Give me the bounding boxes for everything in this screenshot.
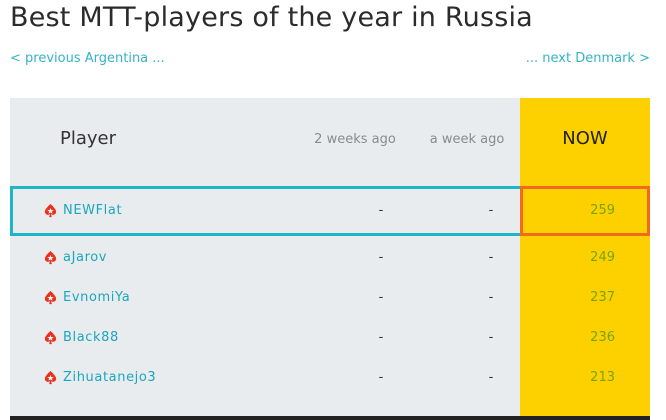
now-cell-highlight: [520, 186, 650, 236]
ranking-table: Player 2 weeks ago a week ago NOW NEWFla…: [10, 98, 650, 420]
cell-a-week-ago: -: [488, 290, 494, 305]
header-player: Player: [60, 128, 117, 149]
cell-two-weeks-ago: -: [378, 330, 384, 345]
player-name-link[interactable]: EvnomiYa: [63, 290, 131, 305]
pokerstars-spade-icon: [44, 250, 57, 265]
cell-now-points: 236: [590, 330, 615, 345]
table-row: aJarov - - 249: [10, 238, 650, 278]
table-row: EvnomiYa - - 237: [10, 278, 650, 318]
cell-now-points: 237: [590, 290, 615, 305]
cell-a-week-ago: -: [488, 250, 494, 265]
pokerstars-spade-icon: [44, 370, 57, 385]
player-name-link[interactable]: Black88: [63, 330, 119, 345]
player-name-link[interactable]: NEWFlat: [63, 203, 123, 218]
table-row: Zihuatanejo3 - - 213: [10, 358, 650, 398]
table-row: Black88 - - 236: [10, 318, 650, 358]
cell-two-weeks-ago: -: [378, 250, 384, 265]
cell-two-weeks-ago: -: [378, 370, 384, 385]
table-row: NEWFlat - - 259: [10, 186, 650, 236]
pokerstars-spade-icon: [44, 330, 57, 345]
pokerstars-spade-icon: [44, 290, 57, 305]
header-a-week-ago: a week ago: [429, 132, 505, 147]
cell-two-weeks-ago: -: [378, 290, 384, 305]
cell-two-weeks-ago: -: [378, 203, 384, 218]
player-name-link[interactable]: Zihuatanejo3: [63, 370, 157, 385]
table-bottom-rule: [10, 416, 650, 420]
cell-now-points: 259: [590, 203, 615, 218]
pokerstars-spade-icon: [44, 203, 57, 218]
header-two-weeks-ago: 2 weeks ago: [314, 132, 396, 147]
page-title: Best MTT-players of the year in Russia: [10, 2, 533, 33]
table-header: Player 2 weeks ago a week ago NOW: [10, 98, 650, 184]
player-name-link[interactable]: aJarov: [63, 250, 108, 265]
cell-a-week-ago: -: [488, 330, 494, 345]
cell-now-points: 213: [590, 370, 615, 385]
next-country-link[interactable]: ... next Denmark >: [525, 51, 650, 66]
now-column-background: [520, 98, 650, 420]
header-now: NOW: [562, 128, 608, 149]
cell-a-week-ago: -: [488, 370, 494, 385]
previous-country-link[interactable]: < previous Argentina ...: [10, 51, 165, 66]
cell-a-week-ago: -: [488, 203, 494, 218]
cell-now-points: 249: [590, 250, 615, 265]
